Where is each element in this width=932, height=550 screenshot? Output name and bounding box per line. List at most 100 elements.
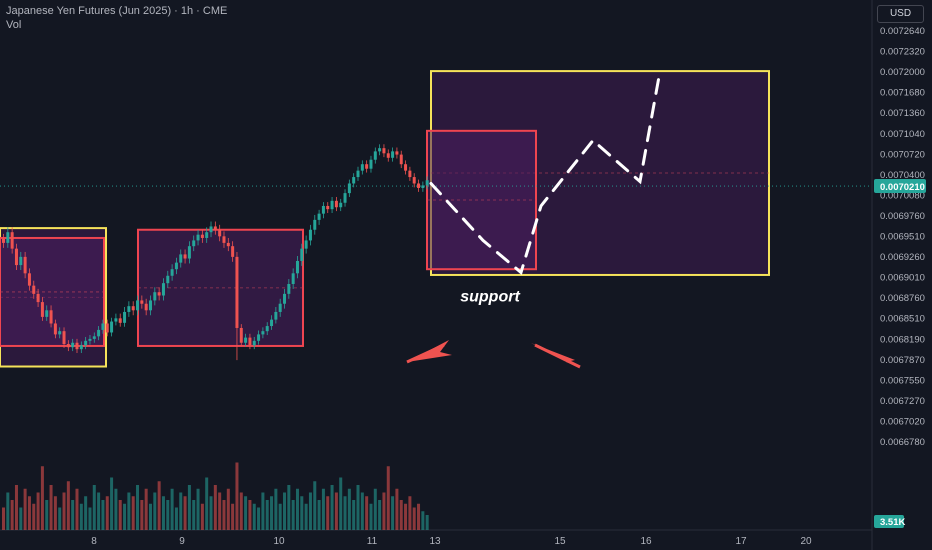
volume-bar <box>425 515 429 530</box>
volume-bar <box>382 492 386 530</box>
x-tick-label: 13 <box>429 536 441 547</box>
candle-body <box>84 340 88 346</box>
candle-body <box>114 318 118 322</box>
volume-bar <box>127 492 131 530</box>
candle-body <box>239 327 243 343</box>
candle-body <box>144 303 148 311</box>
candle-body <box>352 177 356 184</box>
last-price-label: 0.0070210 <box>880 182 925 193</box>
candle-body <box>339 202 343 208</box>
currency-selector[interactable]: USD <box>877 5 924 23</box>
volume-bar <box>347 488 351 530</box>
volume-bar <box>153 492 157 530</box>
volume-bar <box>36 492 40 530</box>
volume-bar <box>192 500 196 530</box>
x-tick-label: 17 <box>735 536 747 547</box>
volume-bar <box>79 503 83 530</box>
candle-body <box>136 300 140 311</box>
candle-body <box>19 256 23 266</box>
volume-bar <box>10 500 14 530</box>
volume-bar <box>257 507 261 530</box>
volume-bar <box>300 496 304 530</box>
volume-bar <box>395 488 399 530</box>
candle-body <box>265 326 269 332</box>
volume-bar <box>244 496 248 530</box>
candle-body <box>161 283 165 296</box>
volume-bar <box>283 492 287 530</box>
candle-body <box>226 242 230 247</box>
x-tick-label: 9 <box>179 536 185 547</box>
volume-bar <box>369 503 373 530</box>
candle-body <box>365 164 369 169</box>
volume-bar <box>131 496 135 530</box>
y-tick-label: 0.0067270 <box>880 396 925 407</box>
volume-bar <box>218 492 222 530</box>
volume-bar <box>118 500 122 530</box>
volume-bar <box>19 507 23 530</box>
y-tick-label: 0.0068760 <box>880 293 925 304</box>
candle-body <box>360 164 364 171</box>
volume-bar <box>252 503 256 530</box>
volume-bar <box>62 492 66 530</box>
candle-body <box>2 238 5 243</box>
volume-bar <box>421 511 425 530</box>
candle-body <box>386 153 390 158</box>
volume-bar <box>114 488 118 530</box>
volume-bar <box>205 477 209 530</box>
x-tick-label: 8 <box>91 536 97 547</box>
candle-body <box>6 232 10 243</box>
y-tick-label: 0.0071040 <box>880 129 925 140</box>
support-arrow-right-shaft <box>534 343 581 369</box>
volume-bar <box>334 492 338 530</box>
candle-body <box>205 232 209 238</box>
volume-bar <box>239 492 243 530</box>
volume-bar <box>105 496 109 530</box>
volume-bar <box>274 488 278 530</box>
candle-body <box>183 254 187 259</box>
x-tick-label: 15 <box>554 536 566 547</box>
candle-body <box>287 283 291 294</box>
volume-bar <box>213 485 217 530</box>
candle-body <box>23 256 27 274</box>
volume-bar <box>196 488 200 530</box>
y-tick-label: 0.0070400 <box>880 170 925 181</box>
candle-body <box>40 302 44 317</box>
candle-body <box>79 345 83 350</box>
candle-body <box>382 148 386 154</box>
volume-bar <box>179 492 183 530</box>
volume-badge-label: 3.51K <box>880 517 905 528</box>
volume-bar <box>136 485 140 530</box>
volume-bar <box>265 500 269 530</box>
candle-body <box>153 292 157 301</box>
candle-body <box>347 183 351 194</box>
y-tick-label: 0.0072640 <box>880 26 925 37</box>
y-tick-label: 0.0067550 <box>880 375 925 386</box>
volume-bar <box>352 500 356 530</box>
candle-body <box>75 342 79 350</box>
y-tick-label: 0.0071360 <box>880 108 925 119</box>
candle-body <box>231 246 235 257</box>
x-tick-label: 20 <box>800 536 812 547</box>
candle-body <box>101 323 105 330</box>
volume-bar <box>287 485 291 530</box>
volume-bar <box>187 485 191 530</box>
candle-body <box>58 331 62 335</box>
volume-bar <box>270 496 274 530</box>
candle-body <box>192 240 196 247</box>
volume-bar <box>157 481 161 530</box>
volume-bar <box>161 496 165 530</box>
volume-bar <box>174 507 178 530</box>
volume-bar <box>412 507 416 530</box>
volume-bar <box>32 503 36 530</box>
candle-body <box>300 248 304 261</box>
candle-body <box>71 342 75 348</box>
volume-bar <box>330 485 334 530</box>
candle-body <box>200 234 204 238</box>
volume-bar <box>378 500 382 530</box>
volume-bar <box>88 507 92 530</box>
volume-bar <box>49 485 53 530</box>
candle-body <box>356 170 360 178</box>
candle-body <box>209 226 213 233</box>
y-tick-label: 0.0070720 <box>880 149 925 160</box>
